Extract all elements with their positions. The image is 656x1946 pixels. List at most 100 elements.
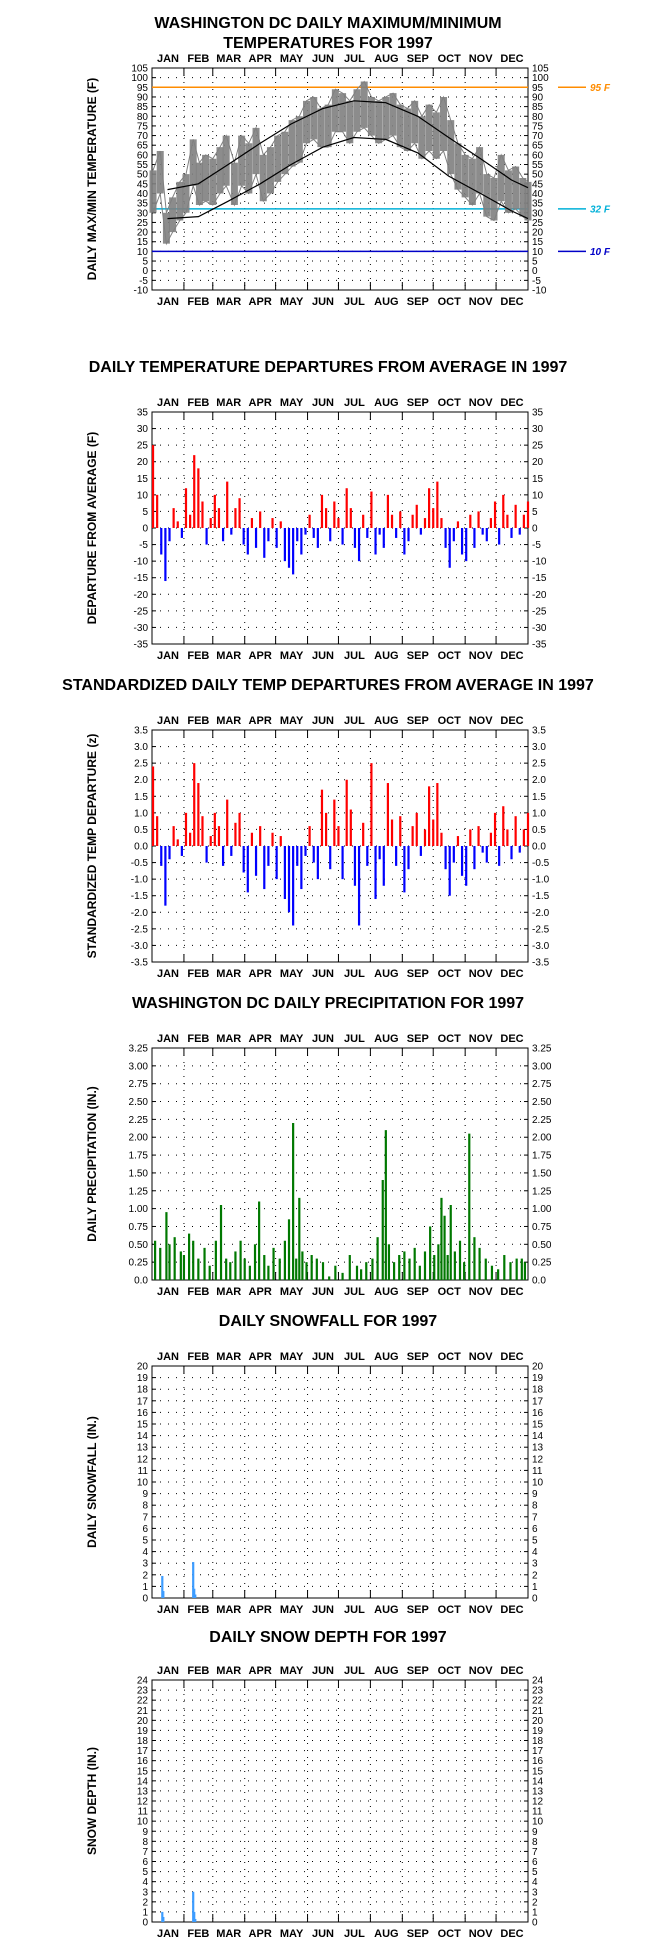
y-tick-label-left: 19 [137, 1726, 149, 1737]
month-label-bottom: JUN [312, 1604, 334, 1616]
month-label-bottom: AUG [374, 650, 398, 662]
y-tick-label-left: 30 [137, 208, 149, 219]
plot-frame [151, 1047, 529, 1281]
month-label-bottom: SEP [407, 650, 429, 662]
y-tick-label-left: 2.25 [129, 1115, 149, 1126]
y-tick-label-left: 2 [142, 1570, 148, 1581]
y-axis-label: DAILY PRECIPITATION (IN.) [85, 1086, 99, 1242]
y-tick-label-left: -30 [134, 623, 149, 634]
month-label-top: NOV [469, 1351, 494, 1363]
y-tick-label-right: 18 [532, 1385, 544, 1396]
y-tick-label-left: 2.00 [129, 1133, 149, 1144]
y-tick-label-left: 4 [142, 1877, 148, 1888]
departure-chart: -35 -35 -30 -30 -25 -25 -20 -20 -15 -15 -10 -10 -5 -5… [85, 397, 547, 662]
y-tick-label-left: 3.5 [134, 726, 148, 737]
month-label-bottom: FEB [187, 296, 209, 308]
y-tick-label-left: 85 [137, 102, 149, 113]
y-tick-label-left: 20 [137, 1716, 149, 1727]
y-tick-label-right: 19 [532, 1726, 544, 1737]
y-tick-label-right: 3.0 [532, 742, 546, 753]
y-tick-label-right: 17 [532, 1396, 544, 1407]
month-label-bottom: NOV [469, 650, 494, 662]
y-tick-label-left: 2.5 [134, 759, 148, 770]
y-tick-label-left: 1.50 [129, 1168, 149, 1179]
month-label-bottom: JUL [344, 1286, 365, 1298]
y-tick-label-right: -30 [532, 623, 547, 634]
y-tick-label-right: 2.0 [532, 775, 546, 786]
y-tick-label-right: 12 [532, 1797, 544, 1808]
month-label-bottom: FEB [187, 1604, 209, 1616]
y-tick-label-right: 25 [532, 441, 544, 452]
y-tick-label-left: -3.0 [131, 941, 149, 952]
y-tick-label-left: 14 [137, 1776, 149, 1787]
normal-min-curve [167, 136, 529, 220]
y-tick-label-right: 7 [532, 1512, 538, 1523]
month-label-bottom: JAN [157, 1604, 179, 1616]
month-label-bottom: JUN [312, 296, 334, 308]
y-tick-label-left: 8 [142, 1837, 148, 1848]
y-tick-label-left: 13 [137, 1443, 149, 1454]
month-label-top: DEC [500, 1665, 523, 1677]
y-tick-label-right: 0 [532, 524, 538, 535]
reference-line-label: 10 F [590, 247, 611, 258]
y-tick-label-left: 90 [137, 92, 149, 103]
y-tick-label-right: -3.0 [532, 941, 550, 952]
y-tick-label-right: 16 [532, 1756, 544, 1767]
y-tick-label-left: 19 [137, 1373, 149, 1384]
month-label-bottom: JAN [157, 650, 179, 662]
month-label-top: APR [249, 715, 272, 727]
precipitation-chart: 0.0 0.0 0.25 0.25 0.50 0.50 0.75 0.75 1.00 1.00 1.… [85, 1033, 552, 1298]
y-tick-label-left: 75 [137, 121, 149, 132]
month-label-top: APR [249, 53, 272, 65]
month-label-bottom: AUG [374, 296, 398, 308]
month-label-top: OCT [438, 397, 462, 409]
month-label-top: OCT [438, 53, 462, 65]
y-tick-label-right: 105 [532, 64, 549, 75]
y-tick-label-right: 10 [532, 1478, 544, 1489]
y-tick-label-right: 0.0 [532, 842, 546, 853]
y-tick-label-right: 19 [532, 1373, 544, 1384]
month-label-bottom: OCT [438, 1604, 462, 1616]
y-tick-label-left: 7 [142, 1512, 148, 1523]
y-tick-label-right: 1.5 [532, 792, 546, 803]
month-label-top: SEP [407, 1351, 429, 1363]
y-tick-label-right: 1.50 [532, 1168, 552, 1179]
month-label-bottom: AUG [374, 1604, 398, 1616]
y-tick-label-right: 4 [532, 1877, 538, 1888]
month-label-bottom: MAY [280, 968, 304, 980]
month-label-top: MAY [280, 397, 304, 409]
month-label-bottom: DEC [500, 650, 523, 662]
y-tick-label-right: -10 [532, 557, 547, 568]
month-label-top: DEC [500, 397, 523, 409]
reference-line-label: 32 F [590, 204, 611, 215]
month-label-bottom: JAN [157, 968, 179, 980]
y-tick-label-right: 55 [532, 160, 544, 171]
month-label-bottom: FEB [187, 1286, 209, 1298]
y-tick-label-right: 10 [532, 490, 544, 501]
month-label-top: JUN [312, 1351, 334, 1363]
y-tick-label-left: 15 [137, 1420, 149, 1431]
month-label-bottom: NOV [469, 1604, 494, 1616]
y-tick-label-right: -5 [532, 540, 541, 551]
month-label-bottom: OCT [438, 296, 462, 308]
y-tick-label-right: 17 [532, 1746, 544, 1757]
month-label-top: SEP [407, 53, 429, 65]
month-label-top: MAY [280, 53, 304, 65]
month-label-top: MAY [280, 1351, 304, 1363]
y-tick-label-left: 40 [137, 189, 149, 200]
month-label-top: FEB [187, 715, 209, 727]
month-label-bottom: FEB [187, 968, 209, 980]
chart-title: STANDARDIZED DAILY TEMP DEPARTURES FROM … [62, 677, 594, 694]
month-label-top: SEP [407, 1665, 429, 1677]
month-label-top: NOV [469, 1033, 494, 1045]
y-tick-label-right: 15 [532, 1766, 544, 1777]
y-tick-label-left: 15 [137, 237, 149, 248]
month-label-top: NOV [469, 1665, 494, 1677]
y-tick-label-right: 2 [532, 1897, 538, 1908]
y-tick-label-left: 3.00 [129, 1061, 149, 1072]
y-tick-label-left: 10 [137, 490, 149, 501]
month-label-bottom: JUL [344, 1928, 365, 1940]
month-label-top: JUL [344, 1351, 365, 1363]
y-tick-label-left: 5 [142, 1867, 148, 1878]
month-label-bottom: SEP [407, 1604, 429, 1616]
